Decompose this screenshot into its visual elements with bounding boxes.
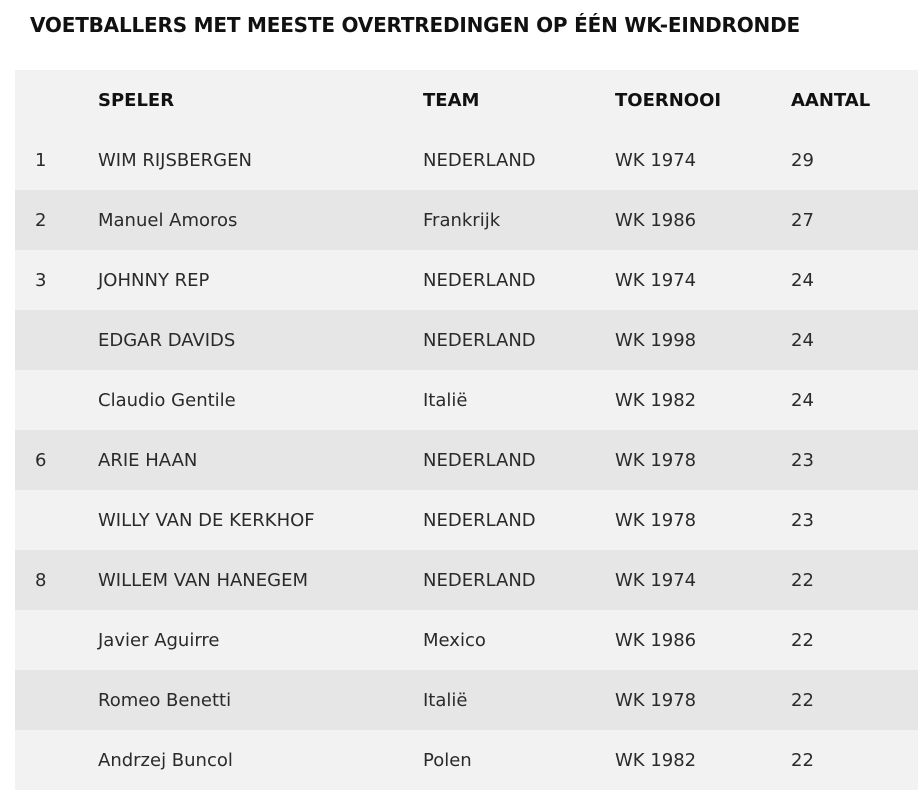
rank-cell: 1 xyxy=(35,149,47,171)
count-cell: 22 xyxy=(791,749,814,771)
rank-cell xyxy=(15,670,98,730)
column-header-count: AANTAL xyxy=(791,89,871,111)
table-row: 8 WILLEM VAN HANEGEM NEDERLAND WK 1974 2… xyxy=(15,550,918,610)
tournament-cell: WK 1986 xyxy=(615,629,697,651)
team-cell: NEDERLAND xyxy=(423,329,536,351)
team-cell: NEDERLAND xyxy=(423,569,536,591)
count-cell: 23 xyxy=(791,449,814,471)
rank-cell: 3 xyxy=(35,269,47,291)
page-title: VOETBALLERS MET MEESTE OVERTREDINGEN OP … xyxy=(30,13,800,37)
rank-cell xyxy=(15,730,98,790)
player-cell: WILLEM VAN HANEGEM xyxy=(98,569,308,591)
team-cell: NEDERLAND xyxy=(423,449,536,471)
player-cell: Manuel Amoros xyxy=(98,209,238,231)
player-cell: JOHNNY REP xyxy=(98,269,210,291)
count-cell: 22 xyxy=(791,689,814,711)
team-cell: Mexico xyxy=(423,629,486,651)
count-cell: 23 xyxy=(791,509,814,531)
player-cell: ARIE HAAN xyxy=(98,449,198,471)
tournament-cell: WK 1978 xyxy=(615,509,697,531)
count-cell: 22 xyxy=(791,629,814,651)
tournament-cell: WK 1998 xyxy=(615,329,697,351)
count-cell: 24 xyxy=(791,389,814,411)
rank-cell xyxy=(15,490,98,550)
team-cell: Italië xyxy=(423,389,468,411)
player-cell: EDGAR DAVIDS xyxy=(98,329,236,351)
fouls-table-container: SPELER TEAM TOERNOOI AANTAL 1 WIM RIJSBE… xyxy=(15,70,918,790)
team-cell: Frankrijk xyxy=(423,209,501,231)
column-header-player: SPELER xyxy=(98,89,175,111)
column-header-tournament: TOERNOOI xyxy=(615,89,722,111)
player-cell: Andrzej Buncol xyxy=(98,749,233,771)
rank-cell: 8 xyxy=(35,569,47,591)
table-row: 1 WIM RIJSBERGEN NEDERLAND WK 1974 29 xyxy=(15,130,918,190)
fouls-table: SPELER TEAM TOERNOOI AANTAL 1 WIM RIJSBE… xyxy=(15,70,918,790)
count-cell: 22 xyxy=(791,569,814,591)
column-header-team: TEAM xyxy=(423,89,480,111)
rank-cell xyxy=(15,610,98,670)
tournament-cell: WK 1974 xyxy=(615,149,697,171)
count-cell: 29 xyxy=(791,149,814,171)
tournament-cell: WK 1986 xyxy=(615,209,697,231)
team-cell: NEDERLAND xyxy=(423,509,536,531)
table-row: 3 JOHNNY REP NEDERLAND WK 1974 24 xyxy=(15,250,918,310)
rank-cell: 2 xyxy=(35,209,47,231)
tournament-cell: WK 1982 xyxy=(615,389,697,411)
table-row: Claudio Gentile Italië WK 1982 24 xyxy=(15,370,918,430)
team-cell: Italië xyxy=(423,689,468,711)
player-cell: WIM RIJSBERGEN xyxy=(98,149,252,171)
table-row: 2 Manuel Amoros Frankrijk WK 1986 27 xyxy=(15,190,918,250)
table-row: EDGAR DAVIDS NEDERLAND WK 1998 24 xyxy=(15,310,918,370)
tournament-cell: WK 1974 xyxy=(615,269,697,291)
player-cell: Romeo Benetti xyxy=(98,689,232,711)
table-row: WILLY VAN DE KERKHOF NEDERLAND WK 1978 2… xyxy=(15,490,918,550)
tournament-cell: WK 1974 xyxy=(615,569,697,591)
table-header-row: SPELER TEAM TOERNOOI AANTAL xyxy=(15,70,918,130)
player-cell: Javier Aguirre xyxy=(98,629,220,651)
tournament-cell: WK 1978 xyxy=(615,689,697,711)
tournament-cell: WK 1982 xyxy=(615,749,697,771)
team-cell: NEDERLAND xyxy=(423,269,536,291)
team-cell: NEDERLAND xyxy=(423,149,536,171)
table-row: Romeo Benetti Italië WK 1978 22 xyxy=(15,670,918,730)
player-cell: WILLY VAN DE KERKHOF xyxy=(98,509,315,531)
table-row: Andrzej Buncol Polen WK 1982 22 xyxy=(15,730,918,790)
table-row: Javier Aguirre Mexico WK 1986 22 xyxy=(15,610,918,670)
count-cell: 27 xyxy=(791,209,814,231)
column-header-rank xyxy=(15,70,98,130)
table-row: 6 ARIE HAAN NEDERLAND WK 1978 23 xyxy=(15,430,918,490)
count-cell: 24 xyxy=(791,269,814,291)
rank-cell xyxy=(15,310,98,370)
rank-cell xyxy=(15,370,98,430)
rank-cell: 6 xyxy=(35,449,47,471)
tournament-cell: WK 1978 xyxy=(615,449,697,471)
player-cell: Claudio Gentile xyxy=(98,389,236,411)
team-cell: Polen xyxy=(423,749,472,771)
count-cell: 24 xyxy=(791,329,814,351)
